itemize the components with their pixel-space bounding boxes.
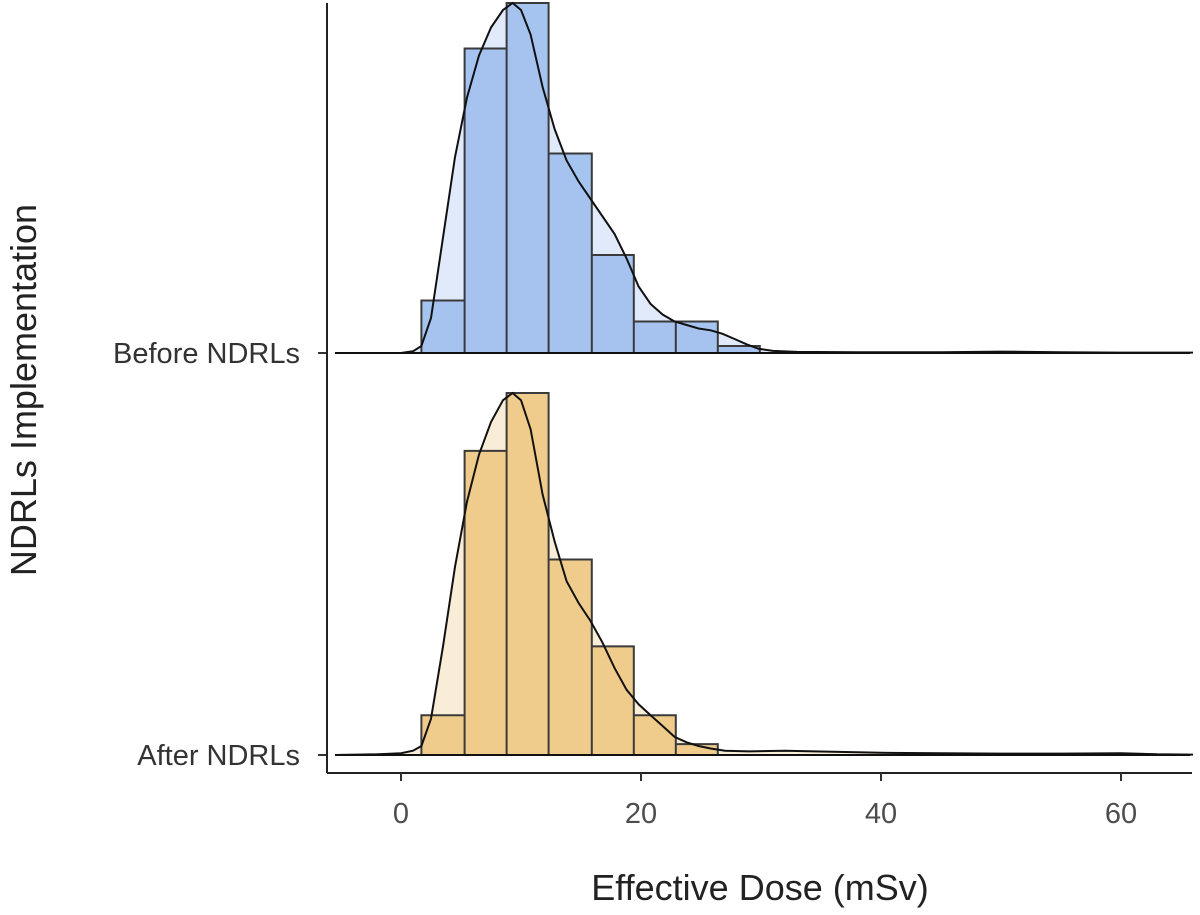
histogram-bar xyxy=(675,744,718,755)
x-axis-title: Effective Dose (mSv) xyxy=(591,867,928,908)
x-tick-label: 20 xyxy=(625,798,657,830)
histogram-bar xyxy=(464,450,507,755)
y-category-label: Before NDRLs xyxy=(113,338,300,370)
y-category-label: After NDRLs xyxy=(137,740,300,772)
x-tick-label: 0 xyxy=(393,798,409,830)
plot-panels xyxy=(334,1,1194,756)
ridge-1 xyxy=(334,391,1194,756)
histogram-bar xyxy=(591,255,634,353)
histogram-bar xyxy=(633,715,676,755)
histogram-bar xyxy=(464,48,507,353)
axes: Before NDRLs After NDRLs 0 20 40 60 xyxy=(113,3,1192,830)
x-tick-label: 40 xyxy=(865,798,897,830)
histogram-bar xyxy=(675,321,718,353)
x-tick-label: 60 xyxy=(1105,798,1137,830)
histogram-outline xyxy=(420,2,761,353)
histogram-outline xyxy=(420,392,760,756)
ridge-0 xyxy=(335,1,1193,354)
histogram-bar xyxy=(717,346,760,353)
density-curve xyxy=(335,1,1193,354)
histogram-bar xyxy=(506,3,549,353)
histogram-bar xyxy=(548,153,592,353)
histogram-bar xyxy=(506,393,549,755)
y-axis-title: NDRLs Implementation xyxy=(3,204,44,576)
histogram-bar xyxy=(548,559,592,755)
histogram-bar xyxy=(421,715,465,755)
density-curve xyxy=(334,391,1194,756)
histogram-bar xyxy=(633,321,676,353)
